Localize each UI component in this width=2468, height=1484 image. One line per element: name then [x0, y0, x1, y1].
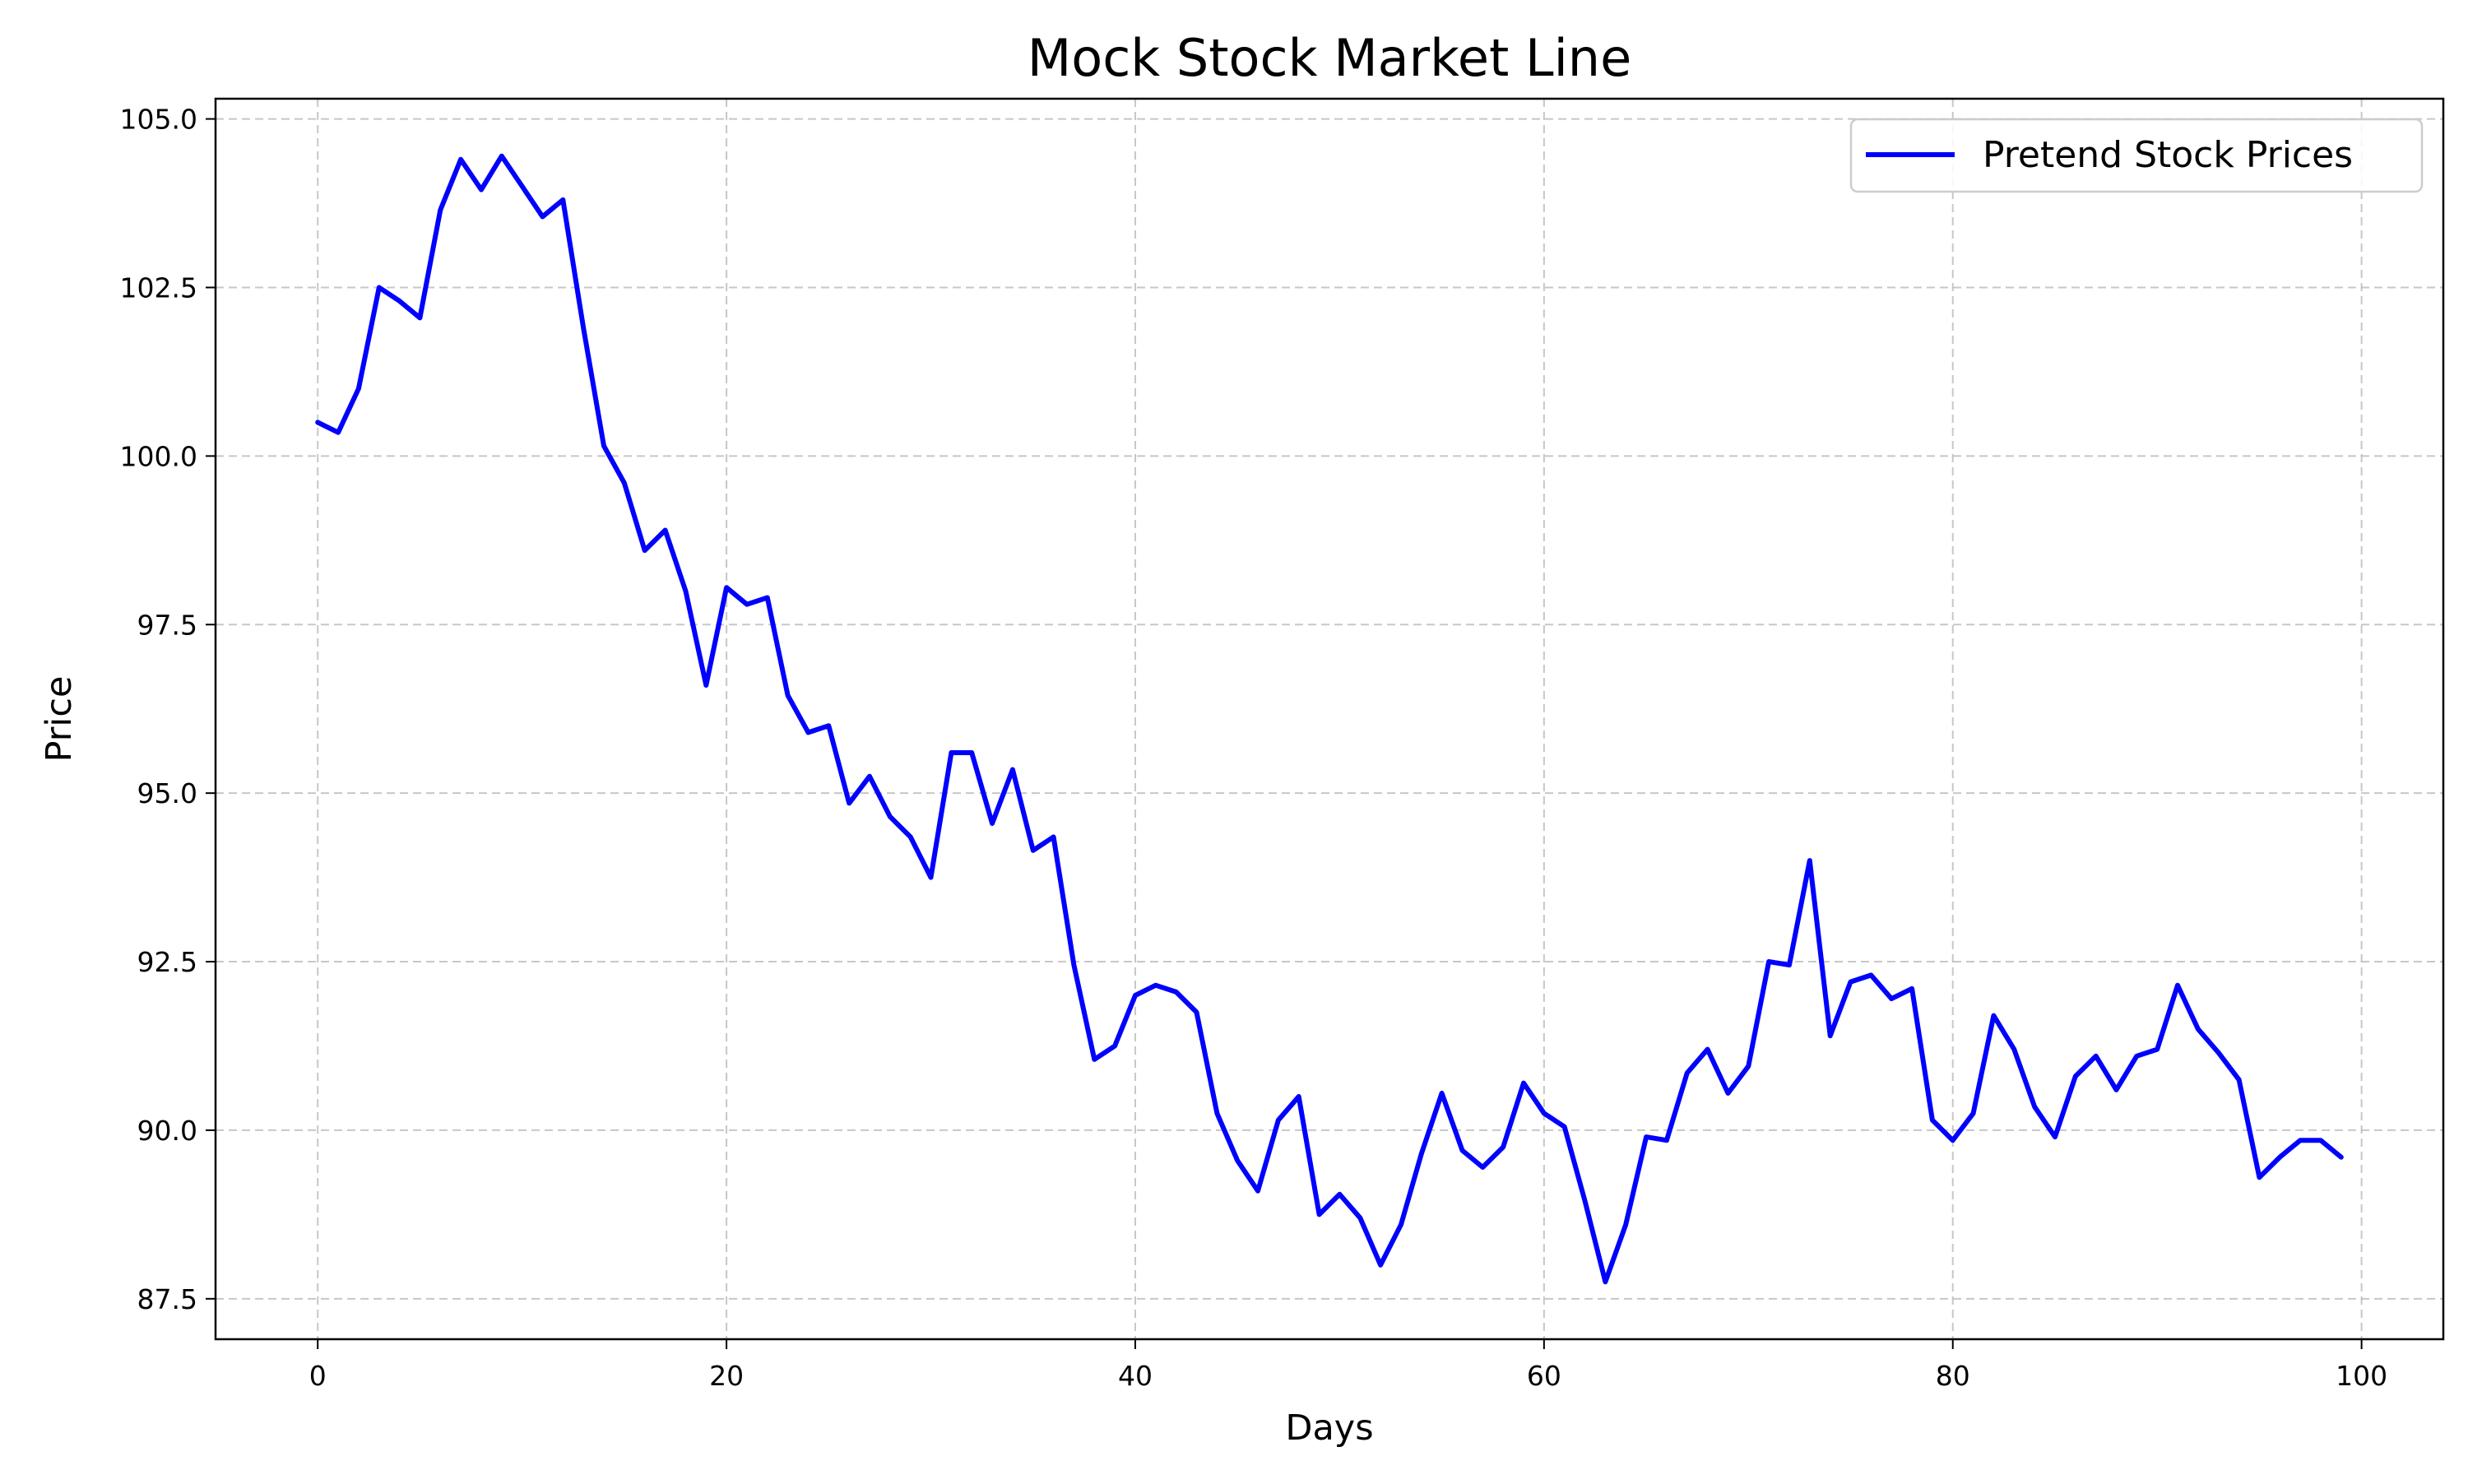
- y-tick-label: 90.0: [137, 1115, 197, 1147]
- y-tick-label: 92.5: [137, 946, 197, 978]
- y-tick-label: 105.0: [120, 104, 197, 136]
- chart-title: Mock Stock Market Line: [1028, 28, 1631, 88]
- y-tick-label: 95.0: [137, 777, 197, 809]
- x-tick-label: 20: [709, 1360, 744, 1392]
- plot-frame: [214, 97, 2445, 1341]
- x-tick-label: 100: [2336, 1360, 2387, 1392]
- y-axis-label: Price: [39, 676, 80, 763]
- x-tick-label: 60: [1527, 1360, 1561, 1392]
- x-tick-label: 80: [1936, 1360, 1970, 1392]
- ticks: 0 20 40 60 80 100 87.5 90.0 92.5 95.0 97.5 100.0 102…: [120, 104, 2388, 1392]
- legend-label: Pretend Stock Prices: [1983, 134, 2353, 176]
- legend: Pretend Stock Prices: [1849, 118, 2424, 193]
- x-tick-label: 0: [309, 1360, 327, 1392]
- y-tick-label: 87.5: [137, 1283, 197, 1315]
- y-tick-label: 102.5: [120, 271, 197, 304]
- series-layer: [315, 153, 2344, 1285]
- y-tick-label: 100.0: [120, 440, 197, 472]
- x-tick-label: 40: [1118, 1360, 1153, 1392]
- series-line-pretend-stock-prices: [315, 153, 2344, 1285]
- grid: [216, 99, 2443, 1339]
- x-axis-label: Days: [1285, 1407, 1373, 1449]
- legend-box: [1849, 118, 2424, 193]
- y-tick-label: 97.5: [137, 609, 197, 641]
